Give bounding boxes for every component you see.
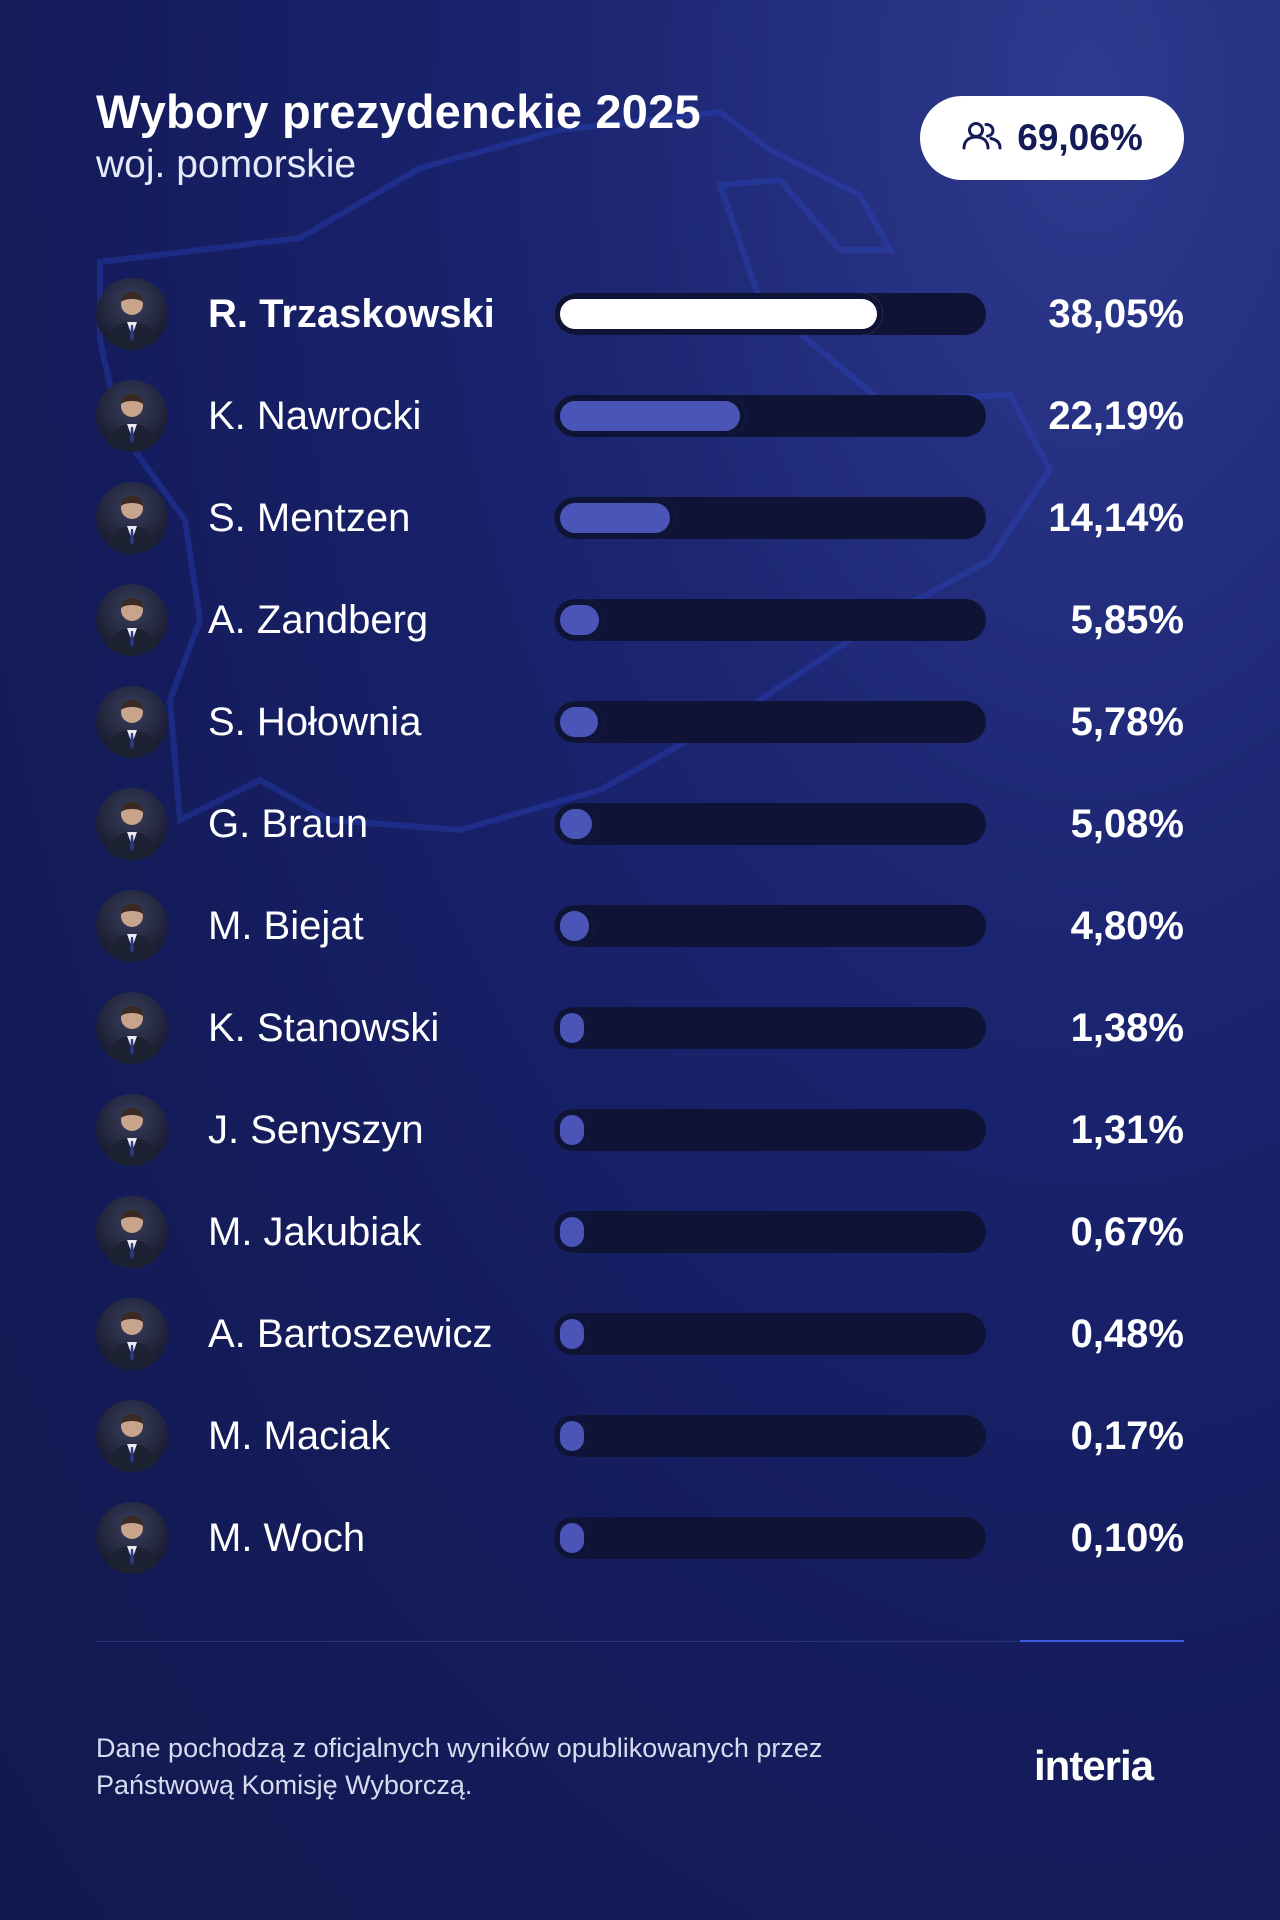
percentage-label: 38,05% [1048,292,1184,336]
result-row: M. Jakubiak 0,67% [0,1192,1280,1272]
result-row: S. Mentzen 14,14% [0,478,1280,558]
candidate-avatar [96,482,168,554]
source-note-line-1: Dane pochodzą z oficjalnych wyników opub… [96,1733,823,1763]
candidate-avatar [96,686,168,758]
candidate-name: M. Maciak [208,1414,391,1458]
bar-track [554,803,986,845]
candidate-name: A. Zandberg [208,598,429,642]
source-note: Dane pochodzą z oficjalnych wyników opub… [96,1730,956,1804]
bar [554,701,604,743]
bar [554,395,746,437]
bar-track [554,1415,986,1457]
candidate-name: M. Woch [208,1516,366,1560]
candidate-avatar [96,1502,168,1574]
candidate-name: M. Jakubiak [208,1210,422,1254]
candidate-name: S. Mentzen [208,496,411,540]
bar [554,803,598,845]
result-row: K. Stanowski 1,38% [0,988,1280,1068]
candidate-avatar [96,1094,168,1166]
candidate-avatar [96,278,168,350]
percentage-label: 4,80% [1070,904,1184,948]
candidate-avatar [96,1298,168,1370]
header: Wybory prezydenckie 2025 woj. pomorskie [96,84,701,190]
result-row: A. Bartoszewicz 0,48% [0,1294,1280,1374]
bar [554,1007,590,1049]
bar-track [554,599,986,641]
result-row: S. Hołownia 5,78% [0,682,1280,762]
percentage-label: 0,17% [1070,1414,1184,1458]
bar-track [554,905,986,947]
candidate-avatar [96,1400,168,1472]
candidate-avatar [96,890,168,962]
percentage-label: 14,14% [1048,496,1184,540]
turnout-badge: 69,06% [920,96,1184,180]
candidate-name: S. Hołownia [208,700,422,744]
percentage-label: 5,08% [1070,802,1184,846]
candidate-avatar [96,380,168,452]
percentage-label: 5,85% [1070,598,1184,642]
page-title: Wybory prezydenckie 2025 [96,85,701,138]
percentage-label: 5,78% [1070,700,1184,744]
result-row: G. Braun 5,08% [0,784,1280,864]
candidate-name: M. Biejat [208,904,364,948]
candidate-name: J. Senyszyn [208,1108,424,1152]
interia-logo: interia [1034,1742,1154,1789]
candidate-name: R. Trzaskowski [208,292,495,336]
turnout-value: 69,06% [1017,117,1143,158]
page-subtitle: woj. pomorskie [96,143,357,186]
bar-track [554,497,986,539]
bar [554,905,595,947]
bar [554,1517,590,1559]
bar [554,599,605,641]
result-row: M. Maciak 0,17% [0,1396,1280,1476]
bar-track [554,1211,986,1253]
bar-track [554,1007,986,1049]
bar [554,1211,590,1253]
result-row: M. Biejat 4,80% [0,886,1280,966]
percentage-label: 0,48% [1070,1312,1184,1356]
result-row: K. Nawrocki 22,19% [0,376,1280,456]
bar-track [554,1109,986,1151]
percentage-label: 0,67% [1070,1210,1184,1254]
result-row: M. Woch 0,10% [0,1498,1280,1578]
bar [554,1109,590,1151]
bar-track [554,701,986,743]
people-icon [961,121,1003,156]
candidate-name: A. Bartoszewicz [208,1312,493,1356]
bar-track [554,1313,986,1355]
divider [96,1641,1184,1642]
bar [554,497,676,539]
bar-track [554,395,986,437]
percentage-label: 0,10% [1070,1516,1184,1560]
source-note-line-2: Państwową Komisję Wyborczą. [96,1770,473,1800]
result-row: R. Trzaskowski 38,05% [0,274,1280,354]
percentage-label: 1,38% [1070,1006,1184,1050]
candidate-avatar [96,1196,168,1268]
bar-track [554,293,986,335]
candidate-name: K. Stanowski [208,1006,440,1050]
candidate-avatar [96,788,168,860]
divider-accent [1020,1640,1184,1642]
candidate-name: K. Nawrocki [208,394,422,438]
bar [554,1313,590,1355]
candidate-avatar [96,584,168,656]
result-row: J. Senyszyn 1,31% [0,1090,1280,1170]
result-row: A. Zandberg 5,85% [0,580,1280,660]
bar [554,293,883,335]
candidate-name: G. Braun [208,802,369,846]
bar [554,1415,590,1457]
bar-track [554,1517,986,1559]
candidate-avatar [96,992,168,1064]
percentage-label: 22,19% [1048,394,1184,438]
percentage-label: 1,31% [1070,1108,1184,1152]
